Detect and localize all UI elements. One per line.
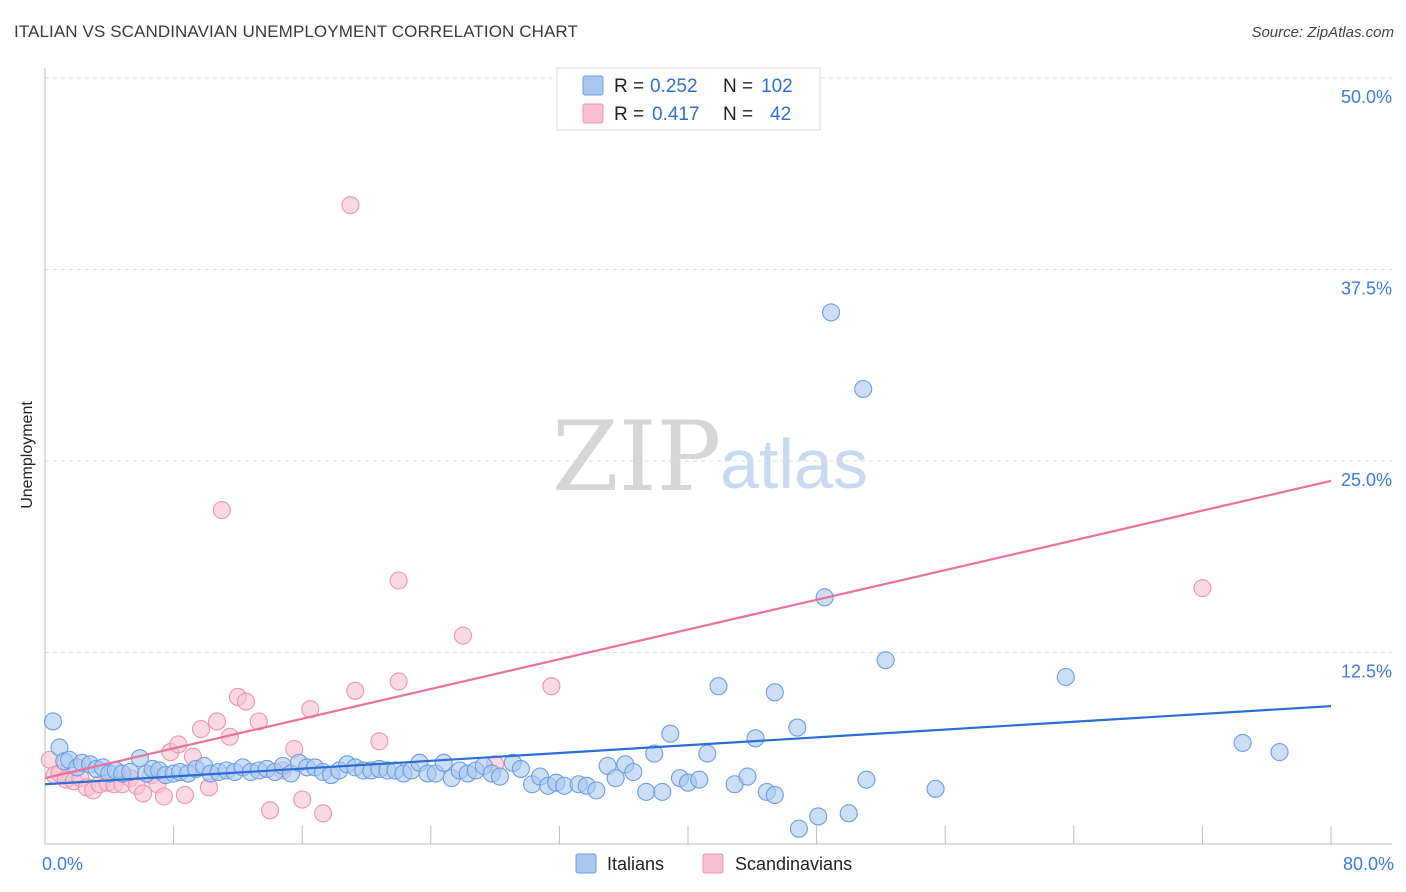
scandinavians-point <box>293 790 312 809</box>
italians-point <box>43 712 63 731</box>
italians-points <box>43 303 1289 838</box>
italians-point <box>698 744 717 763</box>
scandinavians-r-label: R = <box>614 104 644 125</box>
italians-point <box>661 724 680 743</box>
scandinavians-point <box>389 672 408 691</box>
scandinavians-point <box>341 196 360 215</box>
chart-title: ITALIAN VS SCANDINAVIAN UNEMPLOYMENT COR… <box>14 22 578 41</box>
italians-point <box>1233 733 1252 752</box>
italians-n-label: N = <box>723 76 753 97</box>
italians-r-value: 0.252 <box>650 76 698 97</box>
italians-point <box>854 379 873 399</box>
italians-point <box>738 767 757 786</box>
italians-point <box>1270 743 1289 762</box>
y-tick-label: 25.0% <box>1341 470 1392 490</box>
legend-italians-label: Italians <box>607 854 664 874</box>
tick-labels: 12.5% 25.0% 37.5% 50.0% 0.0% 80.0% <box>42 87 1394 874</box>
legend-scandinavians-label: Scandinavians <box>735 854 852 874</box>
legend: Italians Scandinavians <box>575 853 852 874</box>
italians-point <box>876 651 895 670</box>
watermark-atlas: atlas <box>720 425 868 503</box>
italians-point <box>645 744 664 763</box>
scandinavians-point <box>453 626 473 645</box>
scandinavians-point <box>212 500 231 520</box>
axes <box>44 68 1392 845</box>
watermark-zip: ZIP <box>552 401 721 513</box>
trend-lines <box>44 479 1332 786</box>
italians-point <box>839 804 858 823</box>
watermark: ZIP atlas <box>552 401 868 513</box>
italians-point <box>624 762 643 782</box>
italians-swatch <box>582 75 604 96</box>
italians-point <box>606 769 625 788</box>
italians-point <box>709 677 728 696</box>
italians-point <box>788 718 807 737</box>
scandinavians-point <box>207 712 227 731</box>
scandinavians-point <box>260 801 280 820</box>
scandinavians-point <box>1193 579 1212 598</box>
legend-italians-swatch <box>575 853 597 874</box>
scandinavians-point <box>175 785 194 805</box>
scandinavians-n-value: 42 <box>770 104 791 125</box>
italians-r-label: R = <box>614 76 644 97</box>
italians-trend-line <box>44 705 1332 786</box>
italians-point <box>822 303 841 322</box>
scandinavians-trend-line <box>44 479 1332 780</box>
italians-point <box>637 782 656 801</box>
italians-point <box>511 759 530 778</box>
italians-point <box>587 781 606 800</box>
italians-point <box>926 779 945 798</box>
italians-point <box>789 819 808 838</box>
x-tick-label: 80.0% <box>1343 854 1394 874</box>
y-tick-label: 37.5% <box>1341 279 1392 299</box>
italians-point <box>746 729 765 748</box>
scandinavians-point <box>134 784 153 803</box>
legend-scandinavians-swatch <box>702 853 724 874</box>
scandinavians-point <box>346 681 365 700</box>
stats-box: R = 0.252 N = 102 R = 0.417 N = 42 <box>556 67 821 131</box>
scandinavians-point <box>236 692 255 711</box>
italians-point <box>490 767 509 786</box>
italians-point <box>765 683 784 702</box>
scandinavians-point <box>249 712 268 731</box>
italians-point <box>434 753 453 772</box>
scandinavians-point <box>542 677 561 696</box>
scandinavians-swatch <box>582 103 604 124</box>
scandinavians-point <box>154 787 174 806</box>
scandinavians-point <box>314 804 333 823</box>
scandinavians-point <box>389 571 408 590</box>
scandinavians-r-value: 0.417 <box>652 104 700 125</box>
italians-point <box>857 770 876 789</box>
italians-point <box>809 807 828 826</box>
italians-point <box>1056 667 1075 687</box>
x-tick-label: 0.0% <box>42 854 83 874</box>
gridlines <box>45 77 1392 653</box>
italians-point <box>653 782 672 801</box>
scandinavians-point <box>191 720 210 739</box>
scandinavians-n-label: N = <box>723 104 753 125</box>
italians-n-value: 102 <box>761 76 793 97</box>
scandinavians-point <box>370 732 389 751</box>
italians-point <box>765 785 784 805</box>
y-tick-label: 50.0% <box>1341 87 1392 107</box>
italians-point <box>690 770 709 789</box>
source-label: Source: ZipAtlas.com <box>1251 24 1394 41</box>
y-tick-label: 12.5% <box>1341 662 1392 682</box>
scandinavians-point <box>169 735 188 754</box>
